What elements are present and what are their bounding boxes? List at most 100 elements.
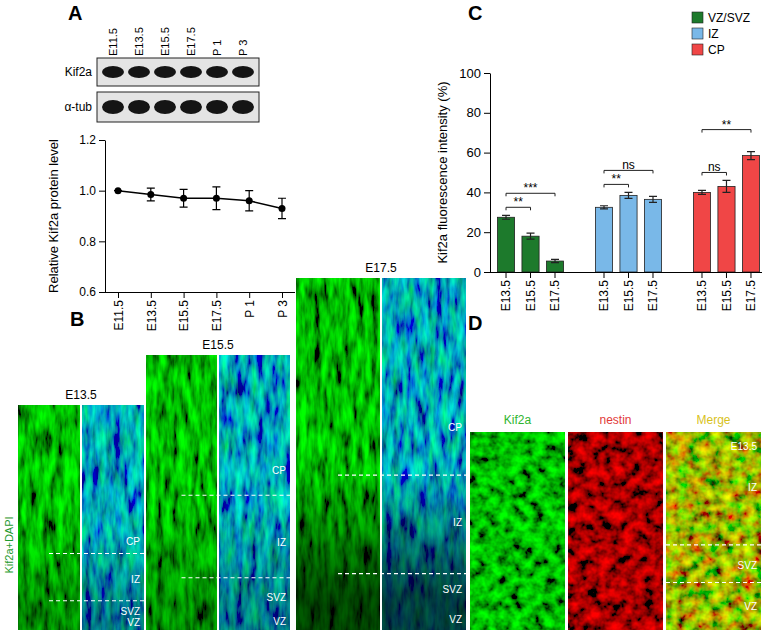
zone-boundary	[666, 544, 761, 545]
tick-mark	[99, 191, 105, 192]
tick-label: E13.5	[695, 280, 709, 312]
significance-label: ns	[622, 158, 635, 172]
y-axis: 0.6 0.8 1.0 1.2	[79, 133, 105, 299]
zone-label: CP	[272, 465, 286, 476]
tick-mark	[216, 292, 217, 298]
zone-boundary	[182, 495, 291, 496]
y-tick: 0.6	[79, 285, 105, 299]
blot-band	[154, 66, 176, 78]
error-bar	[527, 233, 535, 239]
tick-mark	[484, 113, 490, 114]
bar	[620, 195, 637, 272]
legend-label: CP	[708, 43, 725, 57]
x-tick: E15.5	[622, 272, 636, 311]
zone-boundary	[49, 553, 144, 554]
data-point	[115, 187, 122, 194]
y-tick: 1.0	[79, 184, 105, 198]
tick-mark	[99, 241, 105, 242]
tick-label: 0.6	[79, 285, 96, 299]
blot-row-label: Kif2a	[65, 65, 93, 79]
x-tick: E13.5	[499, 272, 513, 311]
y-tick: 1.2	[79, 133, 105, 147]
error-bar	[747, 152, 755, 160]
tick-label: 20	[467, 225, 481, 240]
tick-mark	[701, 272, 702, 278]
blot-band	[206, 100, 228, 114]
tick-label: E13.5	[597, 280, 611, 312]
lane-label: P 1	[211, 40, 223, 56]
tick-label: 1.2	[79, 133, 96, 147]
y-tick: 40	[467, 185, 490, 200]
error-bar	[212, 187, 220, 210]
error-bar	[180, 189, 188, 207]
axis-line	[105, 141, 106, 293]
error-bar	[698, 190, 706, 194]
zone-label: VZ	[273, 616, 286, 627]
y-tick: 80	[467, 105, 490, 120]
tick-label: P 1	[243, 300, 257, 318]
stain-label: Kif2a+DAPI	[3, 516, 15, 573]
blot-band	[102, 100, 124, 114]
tick-label: E15.5	[720, 280, 734, 312]
micrograph-bg	[666, 432, 761, 630]
zone-label: CP	[448, 422, 462, 433]
zone-label: SVZ	[443, 584, 462, 595]
legend-swatch	[692, 12, 703, 23]
lane-label: E17.5	[185, 27, 197, 56]
zone-boundary	[338, 475, 466, 476]
stage-label: E13.5	[65, 388, 97, 402]
data-point	[246, 197, 253, 204]
micrograph-shade	[219, 355, 290, 630]
bar	[718, 186, 735, 272]
micrograph-bg	[470, 432, 565, 630]
tick-label: 40	[467, 185, 481, 200]
legend-label: VZ/SVZ	[708, 11, 750, 25]
micrograph-bg	[146, 355, 217, 630]
western-blot: E11.5E13.5E15.5E17.5P 1P 3Kif2aα-tub	[64, 27, 259, 122]
data-line	[118, 191, 282, 209]
bar	[497, 217, 514, 272]
bar	[644, 199, 661, 272]
tick-mark	[506, 272, 507, 278]
x-tick: E15.5	[177, 292, 191, 331]
tick-mark	[249, 292, 250, 298]
blot-strip	[97, 92, 259, 122]
micrograph-bg	[296, 278, 380, 630]
y-axis-title: Relative Kif2a protein level	[46, 139, 61, 293]
y-tick: 100	[459, 66, 490, 81]
micrograph	[568, 432, 663, 630]
tick-label: E17.5	[548, 280, 562, 312]
x-tick: E13.5	[145, 292, 159, 331]
x-tick: E13.5	[597, 272, 611, 311]
zone-label: VZ	[449, 614, 462, 625]
tick-mark	[750, 272, 751, 278]
micrograph-shade	[146, 355, 217, 630]
zone-label: VZ	[744, 601, 757, 612]
stage-label: E15.5	[202, 338, 234, 352]
error-bar	[245, 191, 253, 211]
significance-label: ***	[524, 181, 538, 195]
x-tick: E17.5	[744, 272, 758, 311]
error-bar	[649, 196, 657, 202]
y-tick: 20	[467, 225, 490, 240]
plot-area	[114, 187, 286, 219]
tick-label: 1.0	[79, 184, 96, 198]
error-bar	[551, 259, 559, 262]
zone-label: IZ	[453, 517, 462, 528]
tick-label: E17.5	[646, 280, 660, 312]
tick-mark	[484, 232, 490, 233]
stage-label: E17.5	[365, 261, 397, 275]
tick-mark	[484, 153, 490, 154]
tick-mark	[484, 192, 490, 193]
figure-container: ABCDE11.5E13.5E15.5E17.5P 1P 3Kif2aα-tub…	[0, 0, 767, 636]
significance-label: ns	[708, 160, 721, 174]
micrograph	[146, 355, 217, 630]
panel-b: CPIZSVZVZE13.5CPIZSVZVZE15.5CPIZSVZVZE17…	[3, 261, 466, 630]
tick-label: E15.5	[622, 280, 636, 312]
tick-label: 0.8	[79, 235, 96, 249]
zone-label: SVZ	[738, 560, 757, 571]
micrograph	[666, 432, 761, 630]
blot-band	[206, 66, 228, 78]
micrograph	[219, 355, 290, 630]
micrograph-bg	[18, 405, 80, 630]
